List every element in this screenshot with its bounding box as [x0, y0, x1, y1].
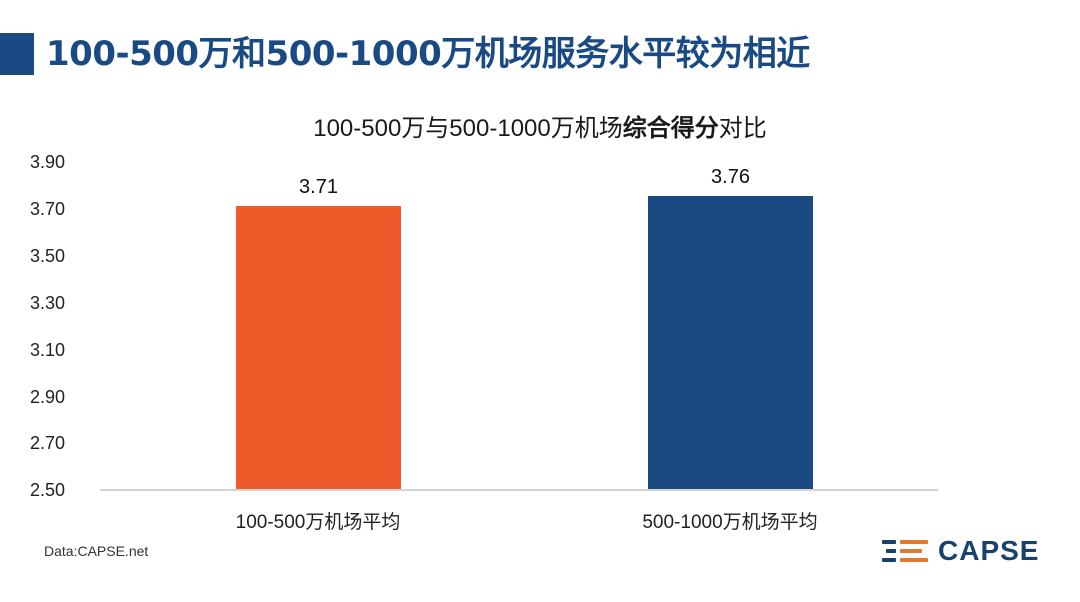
bar-500-1000 — [648, 196, 813, 490]
y-tick: 2.70 — [30, 433, 66, 453]
x-axis-line — [100, 489, 938, 491]
slide-title: 100-500万和500-1000万机场服务水平较为相近 — [46, 34, 810, 74]
capse-logo-text: CAPSE — [938, 535, 1040, 566]
x-category-label: 500-1000万机场平均 — [642, 512, 818, 533]
capse-logo-icon — [882, 538, 932, 564]
y-tick: 3.30 — [30, 293, 66, 313]
capse-logo: CAPSE — [882, 536, 1039, 566]
chart-title: 100-500万与500-1000万机场综合得分对比 — [0, 108, 1080, 143]
y-tick: 2.50 — [30, 480, 66, 500]
y-tick: 3.90 — [30, 152, 66, 172]
y-tick: 3.70 — [30, 199, 66, 219]
chart-title-prefix: 100-500万与500-1000万机场 — [313, 115, 623, 142]
chart-title-bold: 综合得分 — [622, 115, 719, 142]
bar-value-label: 3.71 — [299, 176, 338, 198]
chart-title-suffix: 对比 — [718, 115, 767, 142]
title-marker — [0, 33, 34, 75]
y-tick: 2.90 — [30, 387, 66, 407]
x-category-label: 100-500万机场平均 — [235, 512, 401, 533]
y-tick: 3.50 — [30, 246, 66, 266]
bar-100-500 — [236, 206, 401, 490]
bar-value-label: 3.76 — [711, 166, 750, 188]
data-source: Data:CAPSE.net — [44, 543, 149, 559]
y-tick: 3.10 — [30, 340, 66, 360]
